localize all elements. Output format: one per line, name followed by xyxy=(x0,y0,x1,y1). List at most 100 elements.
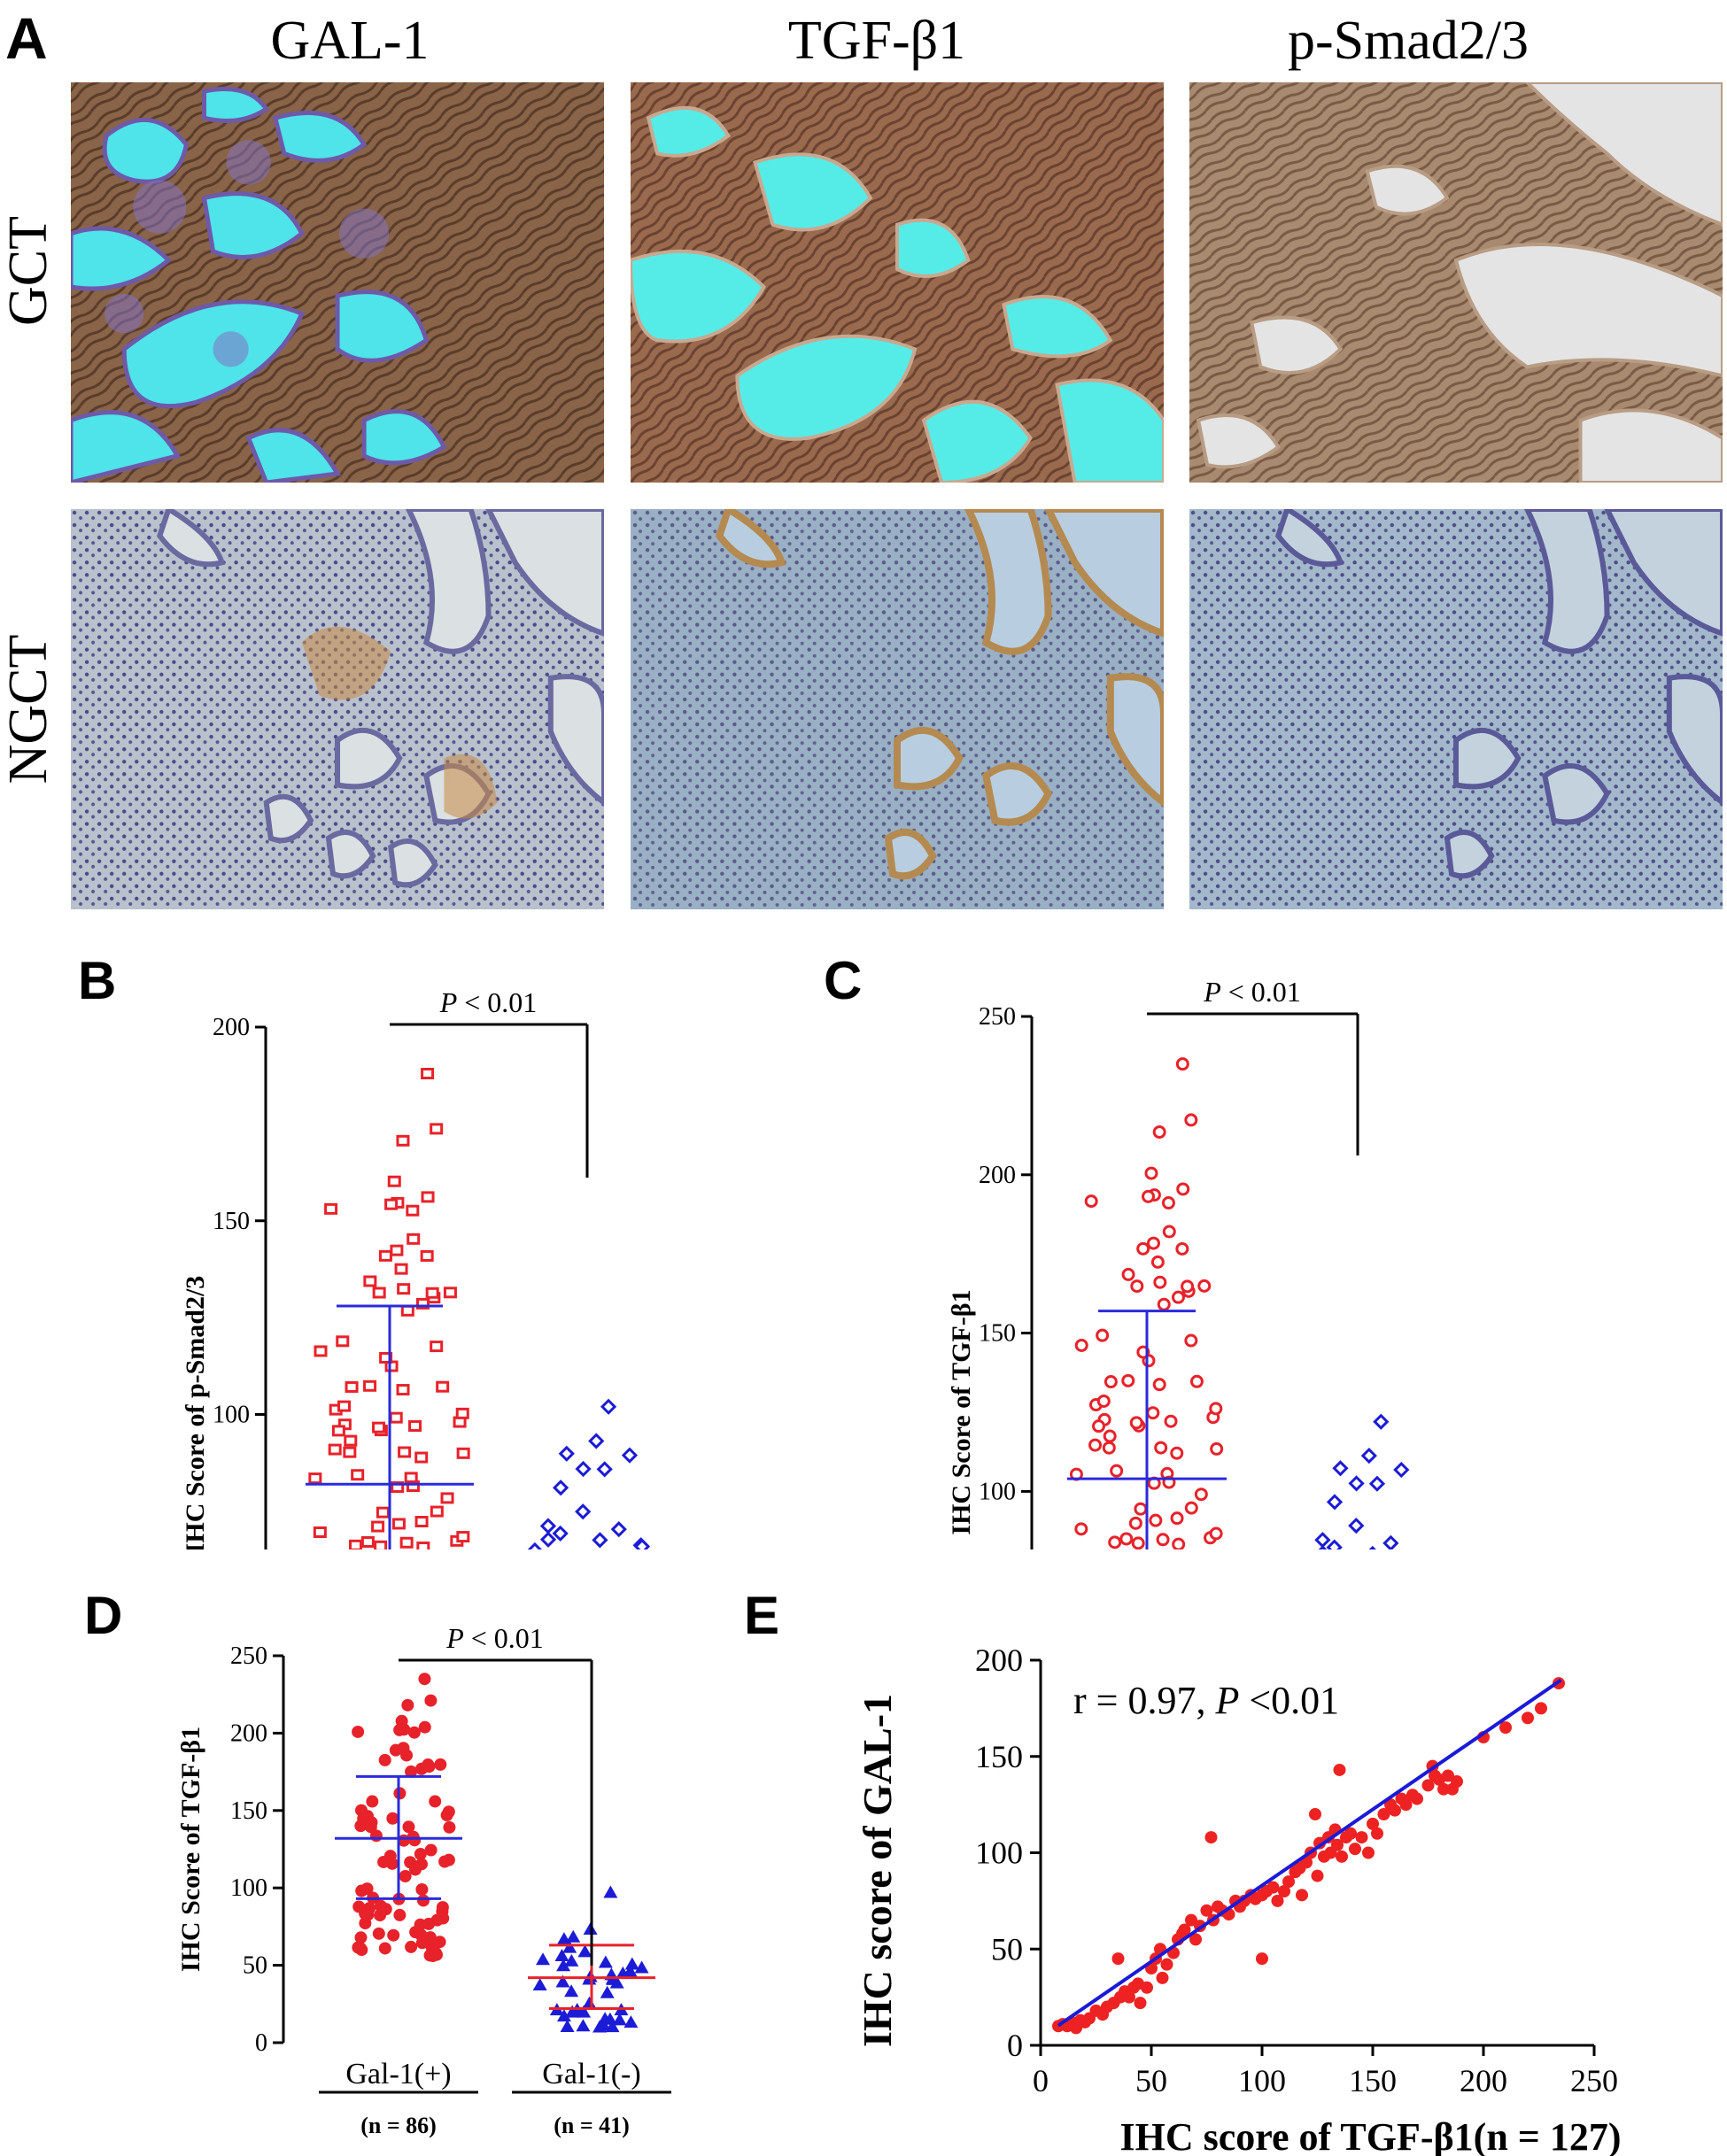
data-point xyxy=(324,1202,338,1215)
data-point xyxy=(1149,1513,1163,1527)
data-point xyxy=(1355,1831,1368,1844)
data-point xyxy=(363,1379,377,1392)
data-point xyxy=(402,1820,415,1834)
data-point xyxy=(425,1287,439,1299)
data-point xyxy=(376,1506,390,1518)
y-tick-label: 250 xyxy=(230,1642,267,1670)
micrograph-ngct-psmad xyxy=(1189,509,1723,909)
data-point xyxy=(360,1882,374,1896)
data-point xyxy=(393,1723,407,1736)
data-point xyxy=(623,2015,639,2028)
y-tick-label: 150 xyxy=(213,1208,250,1235)
data-point xyxy=(575,1503,592,1520)
data-point xyxy=(1296,1889,1308,1902)
data-point xyxy=(1499,1721,1512,1735)
data-point xyxy=(1102,1441,1116,1455)
data-point xyxy=(374,1540,388,1549)
data-point xyxy=(430,1341,444,1353)
data-point xyxy=(1104,1375,1118,1389)
data-point xyxy=(1185,1913,1197,1927)
y-tick-label: 200 xyxy=(979,1162,1016,1189)
data-point xyxy=(436,1901,449,1914)
data-point xyxy=(343,1446,357,1458)
data-point xyxy=(552,1525,569,1542)
x-tick-label: 0 xyxy=(1033,2063,1049,2098)
panel-letter-c: C xyxy=(824,951,863,1010)
data-point xyxy=(407,1726,421,1739)
y-tick-label: 200 xyxy=(975,1642,1023,1678)
data-point xyxy=(394,1263,408,1275)
data-point xyxy=(386,1812,399,1825)
data-point xyxy=(1121,1373,1135,1387)
data-point xyxy=(1326,1539,1343,1549)
data-point xyxy=(1522,1712,1534,1725)
data-point xyxy=(576,2019,591,2032)
data-point xyxy=(598,1955,613,1968)
data-point xyxy=(429,1795,442,1808)
data-point xyxy=(430,1505,444,1518)
data-point xyxy=(1332,1460,1349,1477)
chart-d: 0 50 100 150 200 250 IHC Score of TGF-β1 Gal-1(… xyxy=(176,1622,671,2138)
data-point xyxy=(575,1460,592,1478)
data-point xyxy=(397,1742,410,1755)
data-point xyxy=(1368,1475,1386,1492)
data-point xyxy=(422,1917,436,1930)
data-point xyxy=(556,2009,571,2022)
data-point xyxy=(1153,1275,1167,1289)
data-point xyxy=(1360,1447,1377,1464)
row-title-ngct: NGCT xyxy=(0,634,58,784)
data-point xyxy=(1311,1869,1324,1882)
data-point xyxy=(1157,1297,1171,1311)
data-point xyxy=(436,1380,450,1393)
y-axis-title: IHC Score of p-Smad2/3 xyxy=(181,1276,210,1549)
data-point xyxy=(1377,1808,1390,1820)
data-point xyxy=(378,1942,391,1955)
y-axis-title: IHC score of GAL-1 xyxy=(855,1694,900,2047)
data-point xyxy=(440,1492,454,1504)
data-point xyxy=(408,1834,422,1847)
data-point xyxy=(1314,1532,1331,1549)
correlation-annotation: r = 0.97, P <0.01 xyxy=(1073,1679,1339,1722)
y-tick-label: 200 xyxy=(213,1014,250,1041)
column-title-psmad: p-Smad2/3 xyxy=(1287,11,1530,71)
data-point xyxy=(1108,1535,1122,1549)
micrograph-gct-psmad xyxy=(1189,82,1723,483)
data-point xyxy=(390,1244,404,1256)
data-point xyxy=(1175,1241,1189,1256)
data-point xyxy=(1134,1502,1148,1516)
data-point xyxy=(379,1352,393,1364)
data-point xyxy=(443,1820,456,1834)
data-point xyxy=(1437,1782,1450,1796)
data-point xyxy=(361,1908,375,1921)
data-point xyxy=(609,1975,624,1989)
data-point xyxy=(442,1805,455,1819)
data-point xyxy=(1362,1846,1375,1859)
data-point xyxy=(378,1249,392,1262)
data-point xyxy=(1129,1416,1143,1430)
data-point xyxy=(1074,1522,1088,1536)
data-point xyxy=(1344,1827,1357,1840)
data-point xyxy=(1389,1804,1401,1817)
data-point xyxy=(1266,1881,1280,1894)
data-point xyxy=(1278,1885,1290,1897)
y-tick-label: 100 xyxy=(979,1478,1016,1505)
data-point xyxy=(539,1518,557,1534)
x-axis-title: IHC score of TGF-β1(n = 127) xyxy=(1119,2115,1621,2156)
data-point xyxy=(430,1123,444,1135)
data-point xyxy=(1189,1374,1204,1388)
data-point xyxy=(456,1447,470,1459)
data-point xyxy=(1175,1057,1189,1071)
data-point xyxy=(406,1204,420,1217)
data-point xyxy=(1184,1113,1198,1127)
data-point xyxy=(1176,1182,1190,1196)
data-point xyxy=(366,1795,379,1808)
data-point xyxy=(400,1304,414,1317)
data-point xyxy=(1209,1402,1223,1416)
data-point xyxy=(1150,1255,1165,1269)
data-point xyxy=(1282,1875,1295,1889)
y-tick-label: 100 xyxy=(213,1402,250,1429)
data-point xyxy=(393,1908,407,1921)
data-point xyxy=(1349,1843,1361,1856)
data-point xyxy=(610,1521,627,1538)
data-point xyxy=(1451,1775,1463,1789)
